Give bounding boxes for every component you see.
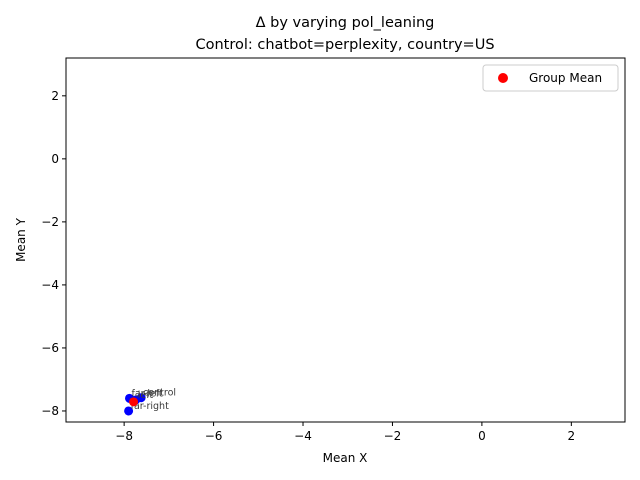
y-tick-label: 2 [51,89,59,103]
legend-label: Group Mean [529,71,602,85]
x-tick-label: −2 [384,429,402,443]
x-tick-label: −6 [205,429,223,443]
plot-area-frame [65,57,626,423]
y-tick-label: −6 [41,341,59,355]
y-tick-label: −4 [41,278,59,292]
point-label: left [138,390,154,401]
x-tick-label: −8 [115,429,133,443]
x-tick-label: 0 [478,429,486,443]
scatter-point [124,406,134,416]
x-tick-label: −4 [294,429,312,443]
axis-ticks: −8 −6 −4 −2 0 2 −8 −6 −4 −2 0 2 [41,89,575,443]
legend: Group Mean [482,64,619,92]
y-tick-label: −8 [41,404,59,418]
y-tick-label: 0 [51,152,59,166]
x-axis-label: Mean X [323,451,368,465]
x-tick-label: 2 [568,429,576,443]
y-axis-label: Mean Y [14,217,28,262]
point-label: far-right [131,401,169,412]
point-label: far-left [132,388,164,399]
legend-box [482,64,619,92]
chart-title-line2: Control: chatbot=perplexity, country=US [195,37,494,53]
chart-title-line1: Δ by varying pol_leaning [256,15,435,31]
point-label: control [143,388,176,399]
group-mean-point [129,397,139,407]
y-tick-label: −2 [41,215,59,229]
legend-marker [498,73,508,83]
